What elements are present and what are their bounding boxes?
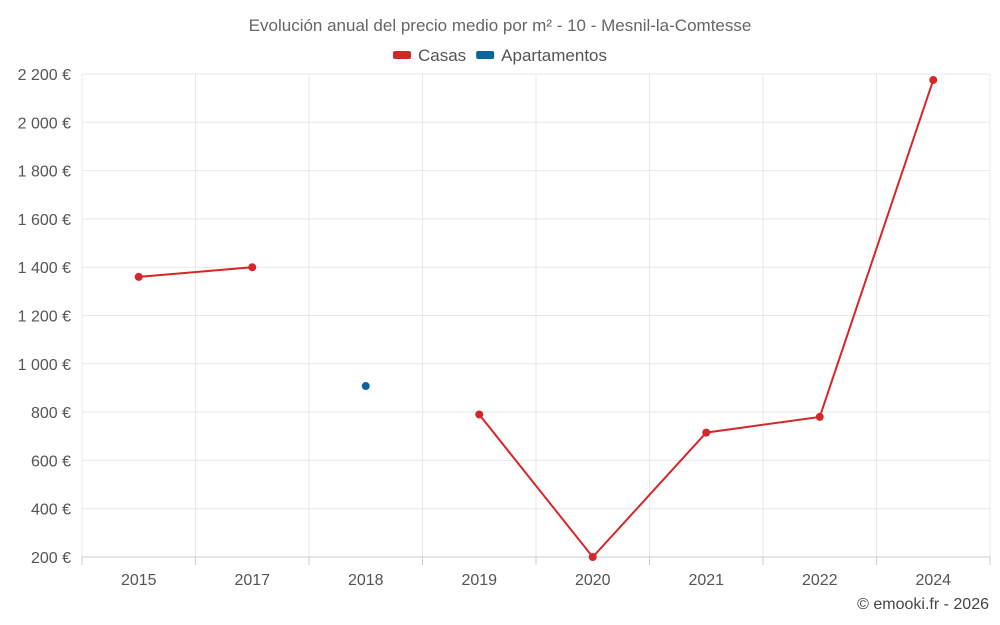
legend: Casas Apartamentos <box>392 46 607 65</box>
x-tick-label: 2015 <box>121 572 157 589</box>
series-layer <box>134 76 938 561</box>
data-point[interactable] <box>134 272 143 281</box>
x-tick-label: 2019 <box>461 572 497 589</box>
data-point[interactable] <box>588 553 597 561</box>
legend-swatch[interactable] <box>476 51 495 59</box>
series-line <box>478 79 935 559</box>
x-tick-label: 2020 <box>575 572 611 589</box>
data-point[interactable] <box>361 382 370 391</box>
y-tick-label: 2 000 € <box>18 115 71 132</box>
y-axis: 200 € 400 € 600 € 800 € 1 000 € 1 200 € 1 400 … <box>18 67 71 567</box>
gridlines <box>81 73 991 558</box>
legend-swatch[interactable] <box>392 51 411 59</box>
y-tick-label: 400 € <box>31 502 71 519</box>
y-tick-label: 1 600 € <box>18 212 71 229</box>
x-tick-label: 2021 <box>688 572 724 589</box>
y-tick-label: 600 € <box>31 453 71 470</box>
data-point[interactable] <box>929 76 938 85</box>
legend-label: Casas <box>418 46 466 65</box>
credit-text: © emooki.fr - 2026 <box>857 596 989 613</box>
data-point[interactable] <box>248 263 257 272</box>
x-tick-label: 2017 <box>234 572 270 589</box>
data-point[interactable] <box>475 410 484 419</box>
series-line <box>138 266 253 278</box>
chart-title: Evolución anual del precio medio por m² … <box>249 16 752 35</box>
x-tick-label: 2018 <box>348 572 384 589</box>
x-tick-label: 2024 <box>915 572 951 589</box>
y-tick-label: 1 200 € <box>18 309 71 326</box>
x-axis: 2015 2017 2018 2019 2020 2021 2022 2024 <box>81 556 991 589</box>
legend-label: Apartamentos <box>501 46 607 65</box>
y-tick-label: 200 € <box>31 550 71 567</box>
y-tick-label: 800 € <box>31 405 71 422</box>
y-tick-label: 1 000 € <box>18 357 71 374</box>
y-tick-label: 1 800 € <box>18 164 71 181</box>
y-tick-label: 2 200 € <box>18 67 71 84</box>
x-tick-label: 2022 <box>802 572 838 589</box>
series-casas <box>134 76 938 561</box>
series-apartamentos <box>361 382 370 391</box>
y-tick-label: 1 400 € <box>18 260 71 277</box>
data-point[interactable] <box>702 428 711 437</box>
data-point[interactable] <box>815 412 824 421</box>
